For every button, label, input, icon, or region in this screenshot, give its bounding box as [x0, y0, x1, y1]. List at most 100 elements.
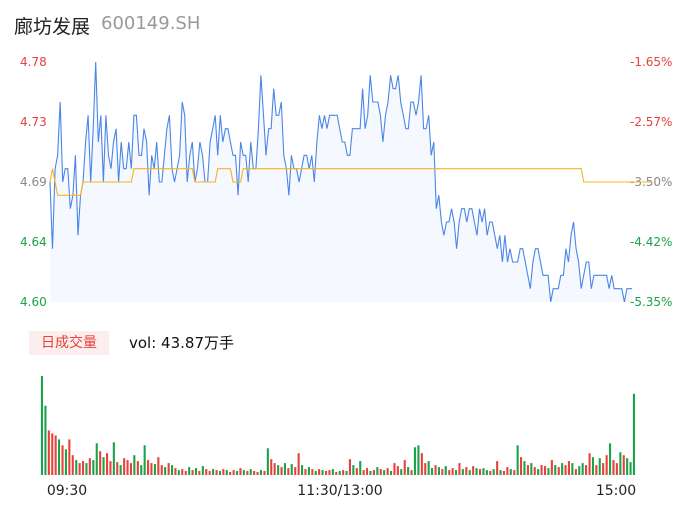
volume-bar	[523, 461, 526, 475]
volume-bar	[506, 467, 509, 475]
volume-bar	[208, 471, 211, 475]
volume-bar	[369, 471, 372, 475]
volume-bar	[585, 465, 588, 475]
volume-bar	[383, 470, 386, 476]
volume-bar	[102, 457, 105, 475]
volume-bar	[328, 470, 331, 476]
volume-bar	[256, 472, 259, 475]
volume-bar	[181, 469, 184, 475]
volume-bar	[266, 448, 269, 475]
volume-bar	[311, 469, 314, 475]
volume-bar	[236, 471, 239, 475]
volume-bar	[82, 461, 85, 475]
volume-bar	[540, 465, 543, 475]
volume-bar	[431, 468, 434, 475]
volume-tab-badge[interactable]: 日成交量	[29, 331, 109, 355]
volume-bar	[277, 465, 280, 475]
volume-bar	[116, 462, 119, 475]
volume-bar	[218, 471, 221, 475]
volume-bar	[455, 470, 458, 476]
volume-bar	[444, 466, 447, 475]
volume-bar	[167, 463, 170, 475]
volume-bar	[567, 461, 570, 475]
volume-bar	[174, 468, 177, 475]
stock-name: 廊坊发展	[14, 16, 91, 38]
volume-bar	[61, 445, 64, 475]
volume-bar	[496, 461, 499, 475]
price-series-line	[49, 61, 632, 303]
volume-bar	[359, 461, 362, 475]
volume-bar	[68, 439, 71, 475]
volume-bar	[239, 468, 242, 475]
volume-bar	[58, 439, 61, 475]
volume-bar	[160, 465, 163, 475]
volume-bar	[591, 457, 594, 475]
volume-bar	[533, 467, 536, 475]
volume-bar	[348, 459, 351, 475]
volume-bar	[612, 460, 615, 475]
price-area-fill	[50, 62, 632, 302]
volume-bar	[574, 469, 577, 475]
volume-bar	[314, 471, 317, 475]
volume-bar	[509, 469, 512, 475]
volume-bar	[215, 470, 218, 476]
volume-bar	[177, 470, 180, 476]
volume-bar	[106, 453, 109, 475]
volume-bar	[157, 457, 160, 475]
volume-bar	[225, 470, 228, 476]
volume-bar	[578, 466, 581, 475]
volume-bar	[205, 469, 208, 475]
volume-bar	[417, 445, 420, 475]
volume-bar	[242, 470, 245, 476]
x-tick-0: 09:30	[47, 483, 87, 499]
volume-bar	[232, 470, 235, 476]
volume-bar	[530, 463, 533, 475]
volume-bar	[263, 471, 266, 475]
volume-bar	[355, 468, 358, 475]
volume-bar	[44, 405, 47, 475]
volume-bar	[201, 466, 204, 475]
volume-bar	[605, 455, 608, 475]
volume-bar	[413, 447, 416, 475]
volume-bar	[222, 469, 225, 475]
volume-bar	[492, 469, 495, 475]
volume-bar	[153, 464, 156, 475]
volume-bar	[537, 469, 540, 475]
y-tick-right-0: -1.65%	[630, 55, 672, 69]
volume-bar	[188, 467, 191, 475]
volume-bar	[171, 465, 174, 475]
volume-bar	[85, 463, 88, 475]
volume-bar	[619, 452, 622, 475]
volume-bar	[129, 463, 132, 475]
volume-bar	[629, 462, 632, 475]
volume-bar	[632, 393, 635, 475]
volume-bar	[64, 449, 67, 475]
volume-bar	[390, 471, 393, 475]
volume-bar	[407, 467, 410, 475]
volume-bar	[475, 468, 478, 475]
volume-bar	[191, 470, 194, 476]
volume-bar	[499, 470, 502, 476]
volume-bar	[249, 469, 252, 475]
volume-bar	[376, 467, 379, 475]
volume-bar	[393, 463, 396, 475]
volume-bar	[253, 471, 256, 475]
volume-bar	[516, 445, 519, 475]
volume-bar	[520, 457, 523, 475]
volume-bar	[283, 463, 286, 475]
volume-bar	[489, 471, 492, 475]
volume-bar	[465, 467, 468, 475]
avg-series-line	[49, 168, 653, 196]
volume-bar	[71, 455, 74, 475]
volume-bar	[437, 467, 440, 475]
volume-bar	[331, 469, 334, 475]
volume-bar	[143, 445, 146, 475]
volume-bar	[427, 461, 430, 475]
volume-bar	[88, 458, 91, 475]
volume-bar	[287, 468, 290, 475]
volume-bar	[325, 471, 328, 475]
volume-bar	[564, 465, 567, 475]
volume-bar	[458, 463, 461, 475]
volume-bar	[581, 463, 584, 475]
volume-bar	[212, 469, 215, 475]
